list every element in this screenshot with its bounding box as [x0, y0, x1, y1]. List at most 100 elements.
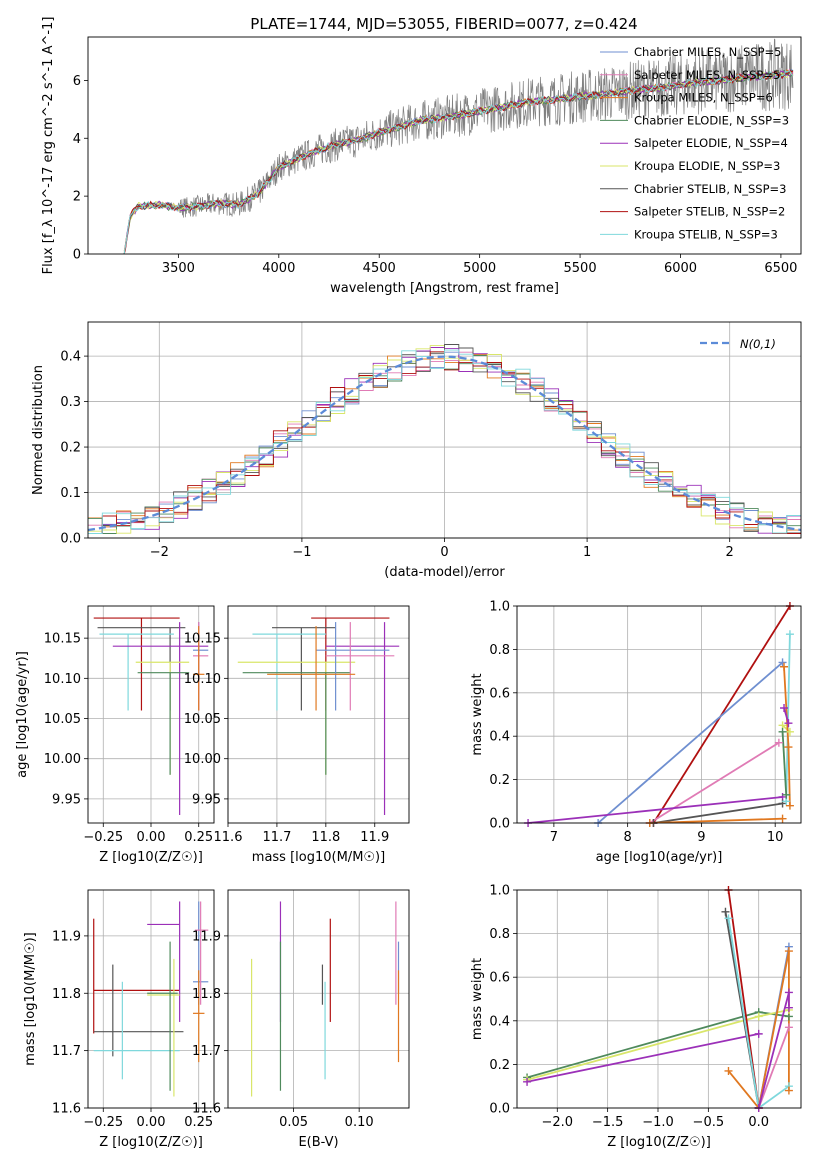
x-tick-label: 11.9 — [360, 830, 389, 845]
weight-marker-kroupa_miles — [724, 1066, 733, 1075]
weight-line-salpeter_elodie — [526, 1033, 759, 1083]
weight-line-chabrier_stelib — [653, 802, 783, 823]
plot-area-weight_vs_Z — [526, 890, 790, 1108]
y-tick-label: 0.1 — [60, 486, 81, 501]
legend-label: Kroupa ELODIE, N_SSP=3 — [634, 159, 780, 173]
x-tick-label: −1.0 — [642, 1115, 674, 1130]
x-tick-label: −2 — [150, 545, 169, 560]
x-tick-label: 5000 — [463, 261, 496, 276]
x-tick-label: 3500 — [162, 261, 195, 276]
y-tick-label: 4 — [73, 132, 81, 147]
y-tick-label: 10.10 — [184, 672, 221, 687]
y-tick-label: 2 — [73, 190, 81, 205]
x-axis-label: E(B-V) — [298, 1135, 338, 1150]
legend-label: Chabrier ELODIE, N_SSP=3 — [634, 113, 789, 127]
x-axis-label: mass [log10(M/M☉)] — [252, 850, 385, 865]
y-tick-label: 1.0 — [489, 600, 510, 615]
y-axis-label: Flux [f_λ 10^-17 erg cm^-2 s^-1 A^-1] — [41, 17, 56, 275]
legend-label: Chabrier MILES, N_SSP=5 — [634, 45, 781, 59]
y-tick-label: 10.00 — [184, 752, 221, 767]
x-tick-label: −1.5 — [592, 1115, 624, 1130]
x-tick-label: 0.25 — [184, 1115, 213, 1130]
model-line-kroupa_stelib — [123, 70, 794, 254]
x-tick-label: 11.7 — [262, 830, 291, 845]
y-tick-label: 10.15 — [184, 632, 221, 647]
y-tick-label: 0.0 — [489, 817, 510, 832]
x-tick-label: 5500 — [564, 261, 597, 276]
weight-line-kroupa_elodie — [782, 724, 791, 733]
weight-marker-salpeter_elodie — [784, 988, 793, 997]
y-axis-label: mass [log10(M/M☉)] — [23, 932, 38, 1065]
x-tick-label: −0.5 — [693, 1115, 725, 1130]
plot-area-age_vs_Z — [93, 617, 209, 815]
y-tick-label: 0.2 — [489, 773, 510, 788]
x-axis-label: age [log10(age/yr)] — [596, 850, 723, 865]
x-tick-label: 11.6 — [214, 830, 243, 845]
y-axis-label: Normed distribution — [31, 365, 46, 495]
model-line-salpeter_stelib — [123, 70, 794, 254]
axes-frame — [516, 605, 802, 824]
weight-marker-kroupa_miles — [784, 743, 793, 752]
weight-marker-salpeter_elodie — [780, 703, 789, 712]
y-axis-label: age [log10(age/yr)] — [15, 651, 30, 778]
weight-marker-kroupa_miles — [780, 662, 789, 671]
weight-line-kroupa_stelib — [785, 634, 791, 802]
panel-residuals: −2 −1 0 1 2 0.0 0.1 0.2 0.3 0.4 (data-model)/error… — [31, 321, 802, 580]
panel-age_vs_Z: −0.25 0.00 0.25 9.95 10.00 10.05 10.10 10.15 Z [… — [15, 605, 215, 865]
plot-area-mass_vs_Z — [93, 901, 209, 1097]
legend-label: Salpeter MILES, N_SSP=5 — [634, 68, 780, 82]
plot-area-weight_vs_age — [528, 606, 791, 823]
weight-line-salpeter_elodie — [757, 992, 790, 1108]
y-tick-label: 0.4 — [489, 1014, 510, 1029]
axes-frame — [227, 605, 410, 824]
weight-marker-chabrier_elodie — [778, 727, 787, 736]
weight-marker-salpeter_elodie — [784, 719, 793, 728]
weight-marker-kroupa_miles — [784, 947, 793, 956]
weight-line-salpeter_elodie — [528, 796, 783, 823]
plot-area-spectrum — [123, 38, 794, 254]
y-tick-label: 0.2 — [489, 1058, 510, 1073]
y-tick-label: 11.9 — [52, 929, 81, 944]
x-tick-label: −2.0 — [541, 1115, 573, 1130]
y-tick-label: 10.05 — [184, 712, 221, 727]
axes-frame — [227, 889, 410, 1109]
x-tick-label: 0.25 — [184, 830, 213, 845]
y-tick-label: 0.3 — [60, 395, 81, 410]
weight-marker-kroupa_stelib — [724, 914, 733, 923]
weight-marker-chabrier_stelib — [721, 907, 730, 916]
weight-line-kroupa_miles — [727, 950, 790, 1108]
legend-label: N(0,1) — [740, 337, 776, 351]
y-tick-label: 10.00 — [44, 752, 81, 767]
plot-area-residuals — [88, 344, 801, 534]
y-tick-label: 0.4 — [60, 350, 81, 365]
x-tick-label: 9 — [697, 830, 705, 845]
y-tick-label: 0.0 — [60, 532, 81, 547]
y-tick-label: 11.8 — [192, 987, 221, 1002]
x-axis-label: Z [log10(Z/Z☉)] — [607, 1135, 711, 1150]
y-tick-label: 10.15 — [44, 632, 81, 647]
panel-mass_vs_ebv: 0.05 0.10 11.6 11.7 11.8 11.9 E(B-V) — [192, 889, 410, 1150]
normal-curve — [88, 355, 801, 532]
plot-area-mass_vs_ebv — [251, 901, 400, 1097]
weight-marker-salpeter_miles — [774, 738, 783, 747]
y-tick-label: 11.7 — [192, 1044, 221, 1059]
weight-line-chabrier_miles — [597, 661, 784, 823]
y-tick-label: 11.9 — [192, 929, 221, 944]
x-tick-label: 10 — [767, 830, 784, 845]
x-tick-label: 0.00 — [137, 1115, 166, 1130]
axes-frame — [87, 321, 802, 539]
x-tick-label: −0.25 — [83, 830, 123, 845]
x-tick-label: 0.10 — [345, 1115, 374, 1130]
axes-frame — [516, 889, 802, 1109]
weight-line-chabrier_elodie — [781, 731, 788, 795]
y-axis-label: mass weight — [470, 673, 485, 755]
x-tick-label: 0 — [440, 545, 448, 560]
y-tick-label: 0.8 — [489, 643, 510, 658]
x-tick-label: −0.25 — [83, 1115, 123, 1130]
weight-line-salpeter_miles — [757, 1026, 790, 1108]
y-tick-label: 10.10 — [44, 672, 81, 687]
y-tick-label: 0 — [73, 248, 81, 263]
y-tick-label: 9.95 — [192, 792, 221, 807]
weight-marker-salpeter_elodie — [784, 1003, 793, 1012]
weight-marker-chabrier_miles — [778, 658, 787, 667]
